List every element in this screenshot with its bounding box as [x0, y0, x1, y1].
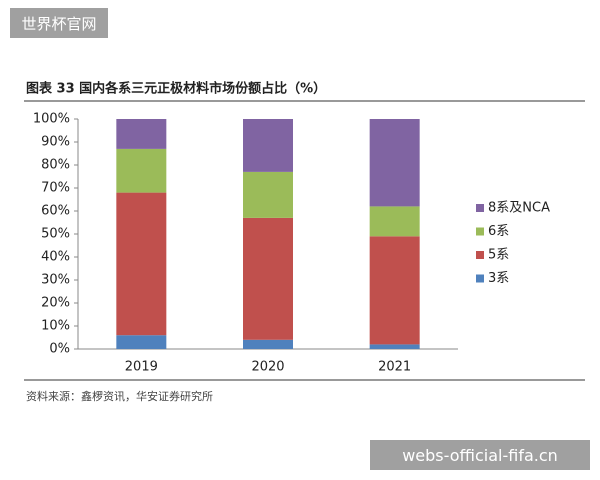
- source: 资料来源：鑫椤资讯，华安证券研究所: [26, 389, 213, 403]
- y-tick-label: 100%: [33, 112, 70, 127]
- y-tick-label: 90%: [41, 135, 70, 150]
- y-tick-label: 20%: [41, 296, 70, 311]
- bar-segment: [116, 148, 167, 193]
- bar-segment: [369, 206, 420, 237]
- chart-title: 图表 33 国内各系三元正极材料市场份额占比（%）: [26, 81, 326, 97]
- y-tick-label: 0%: [49, 342, 70, 357]
- watermark: 世界杯官网: [10, 8, 108, 38]
- legend-swatch: [476, 251, 484, 259]
- bar-segment: [369, 236, 420, 345]
- watermark: webs-official-fifa.cn: [370, 440, 590, 470]
- bar-segment: [243, 339, 293, 349]
- bar-segment: [369, 344, 420, 349]
- bar-segment: [243, 171, 293, 218]
- legend-label: 3系: [488, 271, 509, 286]
- legend-label: 6系: [488, 224, 509, 239]
- y-tick-label: 60%: [41, 204, 70, 219]
- legend-swatch: [476, 227, 484, 236]
- bar-segment: [116, 192, 167, 336]
- y-tick-label: 30%: [41, 273, 70, 288]
- legend-swatch: [476, 274, 484, 283]
- y-tick-label: 70%: [41, 181, 70, 196]
- y-tick-label: 50%: [41, 227, 70, 242]
- x-tick-label: 2021: [378, 360, 411, 375]
- y-tick-label: 40%: [41, 250, 70, 265]
- legend-swatch: [476, 204, 484, 212]
- bar-segment: [243, 217, 293, 340]
- x-tick-label: 2019: [125, 360, 158, 375]
- x-tick-label: 2020: [251, 360, 284, 375]
- bar-segment: [243, 119, 293, 172]
- legend-label: 5系: [488, 248, 509, 263]
- bar-segment: [369, 119, 420, 207]
- bar-segment: [116, 119, 167, 149]
- legend-label: 8系及NCA: [488, 201, 550, 216]
- y-tick-label: 80%: [41, 158, 70, 173]
- bar-segment: [116, 335, 167, 349]
- y-tick-label: 10%: [41, 319, 70, 334]
